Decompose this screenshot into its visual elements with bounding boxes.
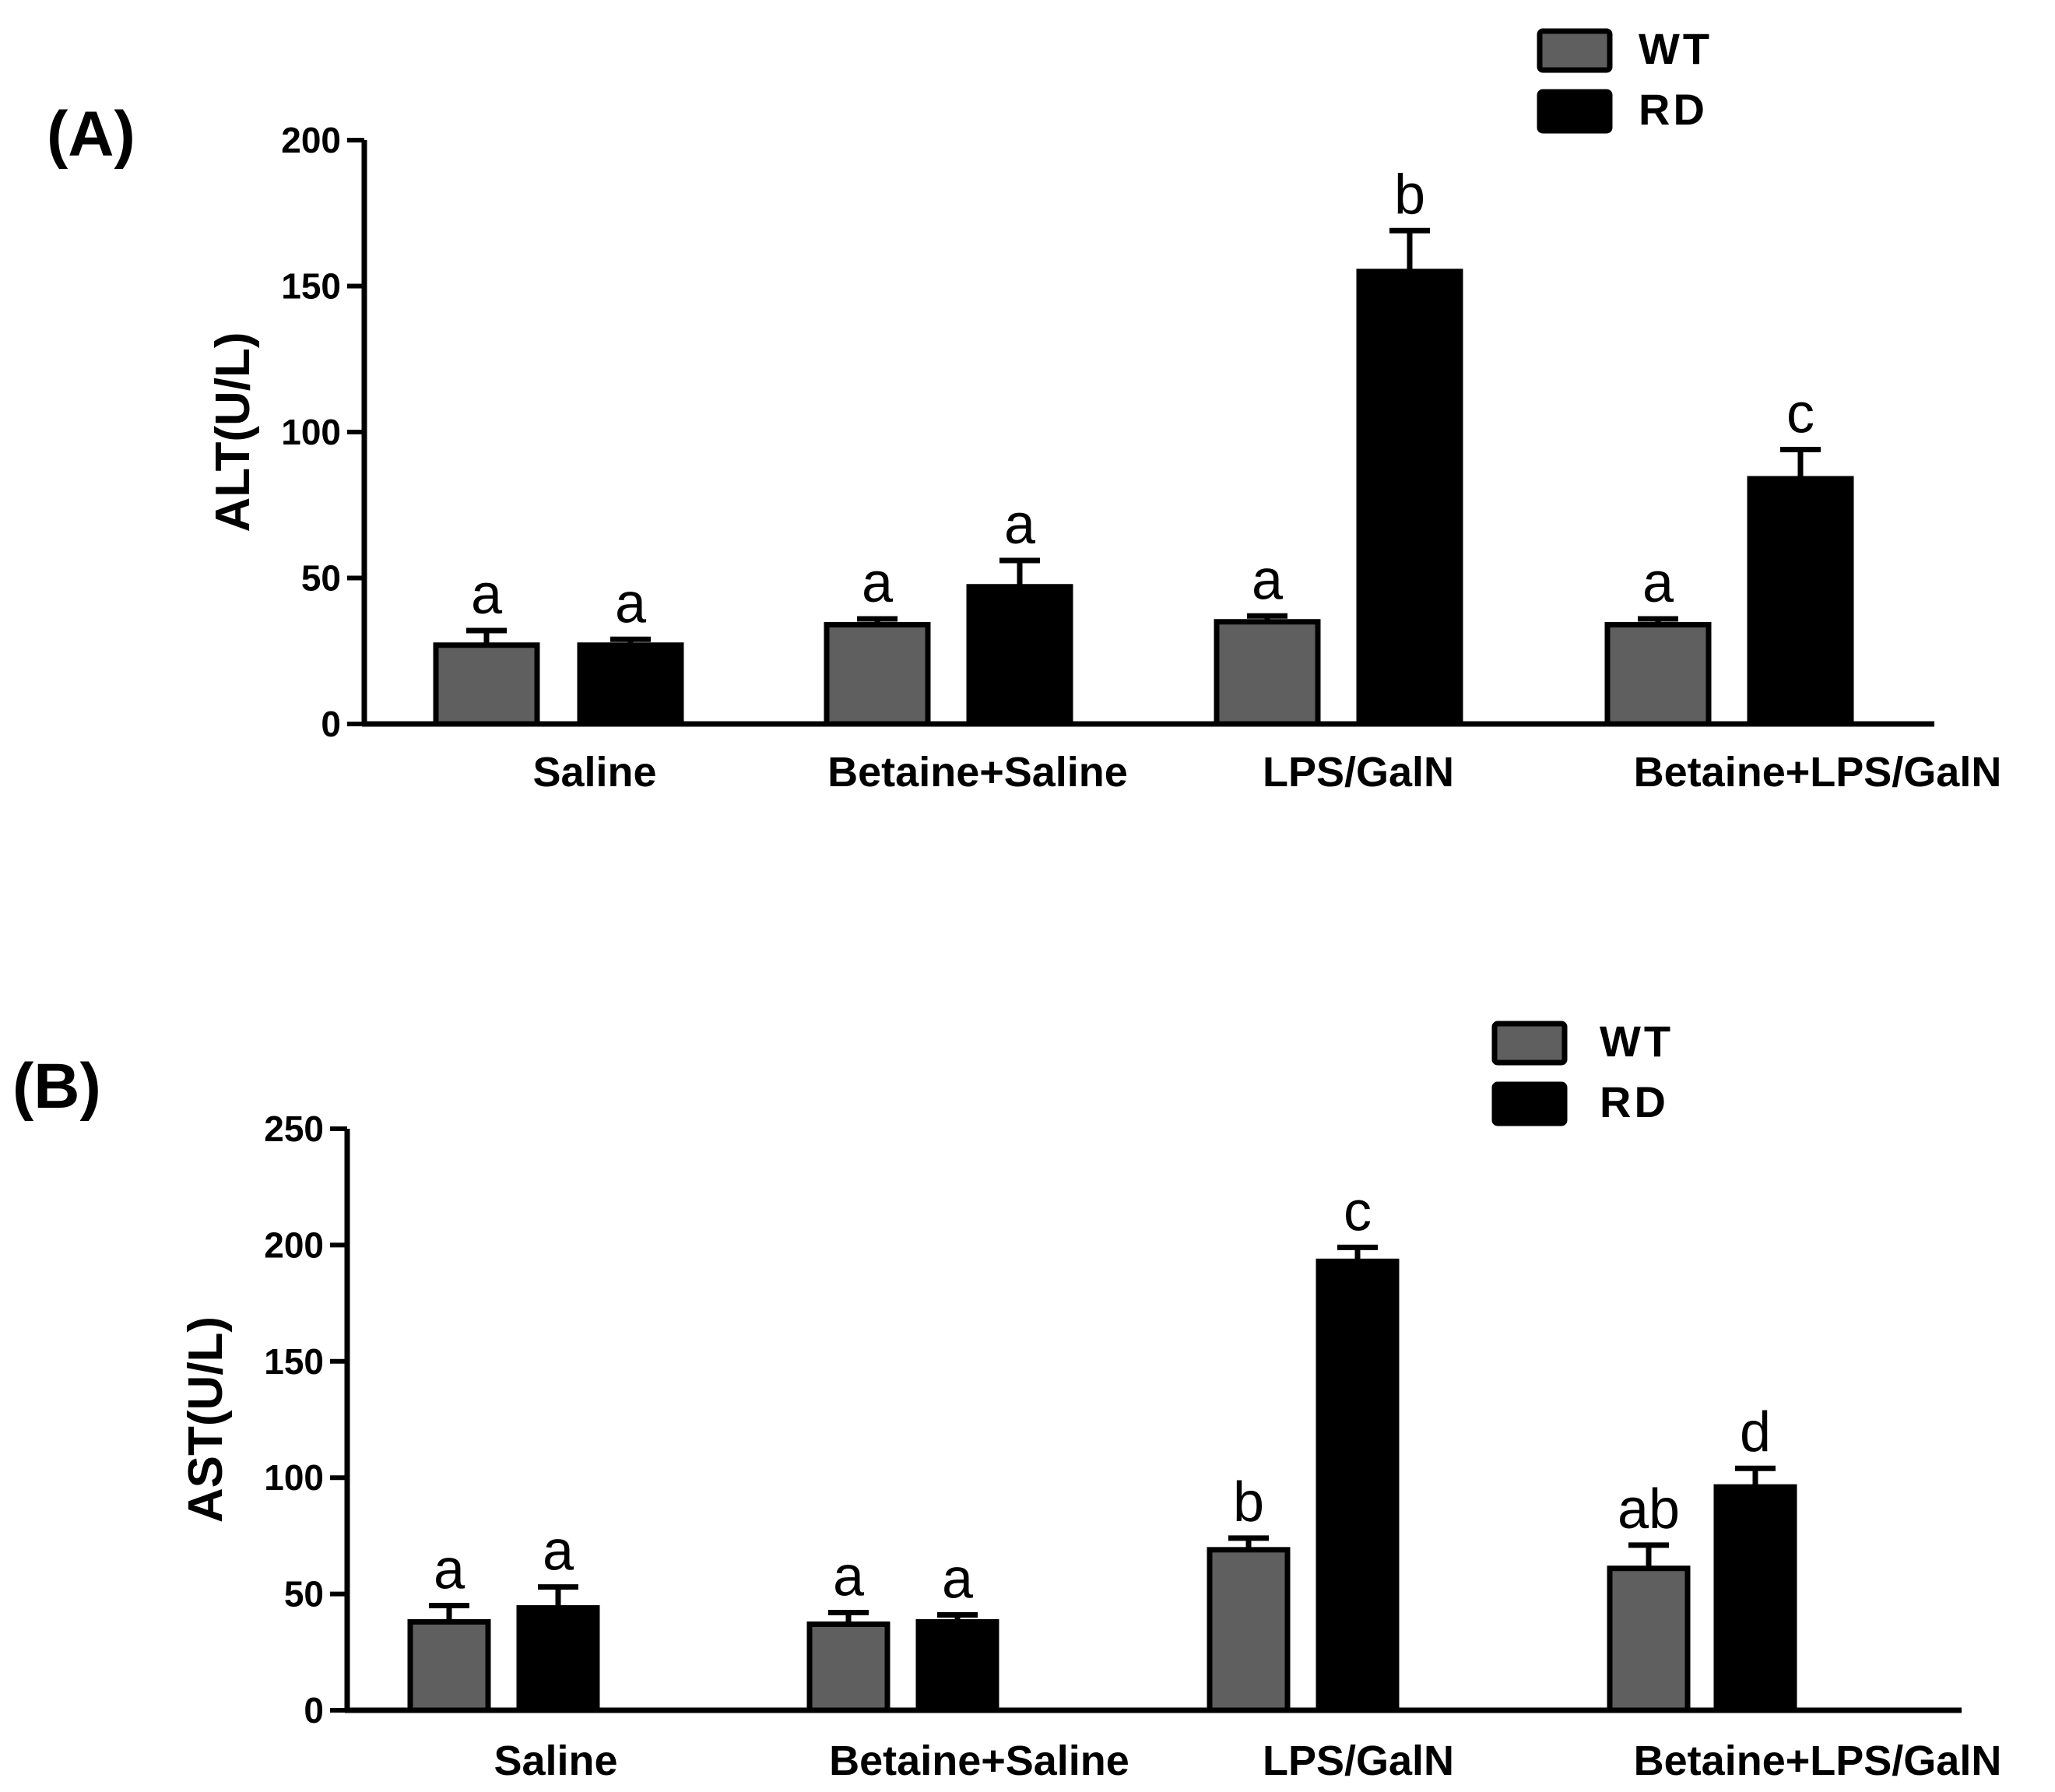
- panel-a-category-label: Betaine+Saline: [827, 749, 1128, 796]
- panel-b-legend-swatch-rd: [1491, 1081, 1568, 1126]
- panel-a-legend-swatch-rd: [1537, 89, 1613, 134]
- panel-b-bar-wt: [1607, 1565, 1691, 1713]
- panel-b-y-tick-label: 200: [264, 1225, 324, 1265]
- panel-a-y-tick-label: 50: [301, 558, 341, 599]
- panel-b-bar-wt: [1207, 1547, 1291, 1713]
- panel-b-category-label: Betaine+Saline: [829, 1738, 1129, 1784]
- panel-a-legend-swatch-wt: [1537, 28, 1613, 73]
- panel-a-category-label: Saline: [532, 749, 656, 796]
- panel-a-legend-label-rd: RD: [1639, 85, 1708, 134]
- panel-b-legend-label-wt: WT: [1600, 1017, 1674, 1066]
- panel-b-significance-label: c: [1344, 1180, 1372, 1242]
- panel-b-legend-swatch-wt: [1491, 1021, 1568, 1066]
- panel-b-significance-label: b: [1233, 1471, 1264, 1534]
- panel-b-significance-label: a: [434, 1539, 465, 1601]
- panel-b-significance-label: ab: [1618, 1478, 1680, 1541]
- panel-a-significance-label: a: [615, 572, 647, 634]
- panel-b-y-tick-label: 0: [304, 1690, 324, 1731]
- panel-b-bar-rd: [1713, 1484, 1797, 1713]
- panel-b-bar-rd: [516, 1605, 600, 1713]
- panel-a-legend-label-wt: WT: [1639, 24, 1712, 73]
- panel-a-category-label: Betaine+LPS/GalN: [1634, 749, 2002, 796]
- panel-a-label: (A): [47, 99, 135, 170]
- panel-a-category-label: LPS/GalN: [1263, 749, 1454, 796]
- panel-b-bar-rd: [1316, 1258, 1400, 1713]
- panel-b-legend-label-rd: RD: [1600, 1077, 1669, 1126]
- panel-a-bar-rd: [1747, 476, 1854, 727]
- panel-a-y-tick-label: 200: [281, 120, 341, 160]
- panel-b-significance-label: d: [1740, 1401, 1771, 1463]
- panel-a-significance-label: a: [1004, 494, 1036, 556]
- panel-a-significance-label: c: [1786, 383, 1814, 445]
- panel-a-y-tick-label: 100: [281, 412, 341, 452]
- panel-b-y-tick-label: 50: [284, 1574, 324, 1615]
- panel-a-significance-label: b: [1394, 163, 1425, 226]
- panel-b-y-tick-label: 100: [264, 1457, 324, 1498]
- panel-b-significance-label: a: [942, 1548, 974, 1610]
- panel-b-label: (B): [12, 1051, 101, 1122]
- panel-b-significance-label: a: [833, 1546, 865, 1608]
- panel-a-significance-label: a: [1642, 552, 1674, 614]
- panel-b-y-tick-label: 150: [264, 1341, 324, 1382]
- panel-a-bar-wt: [433, 642, 540, 727]
- panel-a-significance-label: a: [1252, 549, 1284, 611]
- panel-a-bar-wt: [1604, 622, 1712, 727]
- panel-a-significance-label: a: [471, 564, 503, 626]
- panel-b-category-label: Betaine+LPS/GalN: [1634, 1738, 2002, 1784]
- panel-a-bar-wt: [824, 622, 931, 727]
- panel-b-category-label: Saline: [494, 1738, 617, 1784]
- panel-a-bar-rd: [966, 584, 1073, 727]
- panel-a-bar-rd: [1356, 269, 1463, 727]
- panel-b-y-tick-label: 250: [264, 1109, 324, 1149]
- panel-a-y-tick-label: 0: [321, 704, 341, 744]
- panel-a-bar-wt: [1214, 619, 1321, 727]
- panel-a-significance-label: a: [862, 552, 894, 614]
- panel-b-significance-label: a: [543, 1520, 574, 1583]
- panel-b-bar-wt: [806, 1621, 890, 1713]
- panel-a-y-tick-label: 150: [281, 266, 341, 307]
- panel-a-y-axis-title: ALT(U/L): [206, 332, 260, 532]
- panel-a-bar-rd: [577, 642, 684, 727]
- panel-b-bar-rd: [915, 1618, 999, 1713]
- panel-b-y-axis-title: AST(U/L): [179, 1316, 233, 1523]
- panel-b-category-label: LPS/GalN: [1263, 1738, 1454, 1784]
- panel-b-bar-wt: [407, 1618, 491, 1713]
